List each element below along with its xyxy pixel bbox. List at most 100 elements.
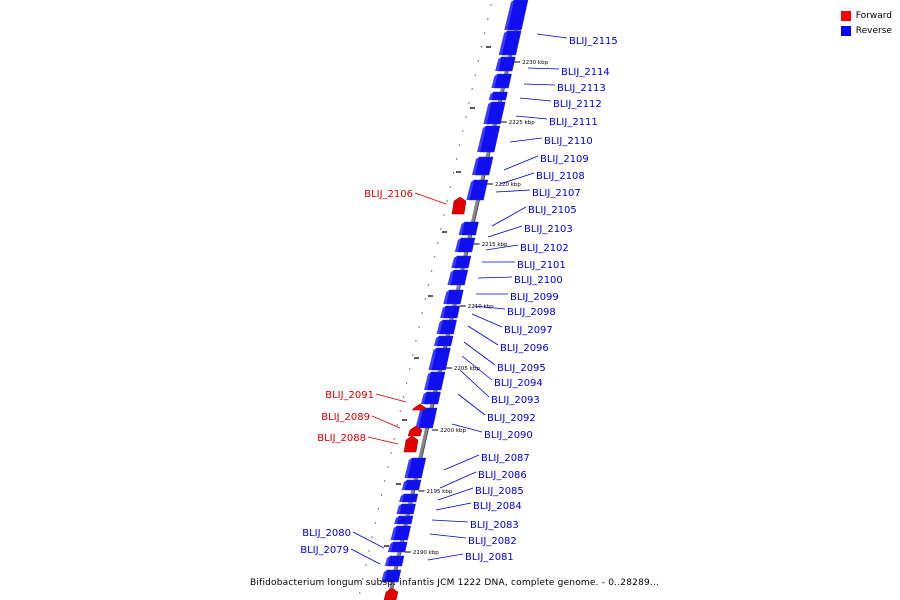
gene-label-leader xyxy=(523,83,556,86)
ruler-dot xyxy=(452,172,455,174)
reverse-gene-shade xyxy=(483,102,492,124)
reverse-gene-shade xyxy=(424,372,432,390)
gene-label-reverse: BLIJ_2113 xyxy=(557,83,606,94)
gene-labels: BLIJ_2115 BLIJ_2114 BLIJ_2113 BLIJ_2112 BLIJ… xyxy=(300,33,618,565)
gene-label-reverse: BLIJ_2095 xyxy=(497,363,546,374)
reverse-gene-shade xyxy=(447,270,454,285)
ruler-dot xyxy=(384,480,386,482)
reverse-gene-block xyxy=(390,541,408,553)
gene-label-leader xyxy=(459,369,490,398)
reverse-gene-shade xyxy=(433,336,440,346)
ruler-dot xyxy=(374,522,377,524)
reverse-gene-shade xyxy=(504,0,514,30)
reverse-gene-shade xyxy=(420,392,427,404)
legend-label-reverse: Reverse xyxy=(855,25,892,36)
ruler-dot xyxy=(443,214,445,216)
ruler-dot xyxy=(424,298,427,300)
reverse-gene-shade xyxy=(454,238,461,252)
ruler-dot xyxy=(462,130,464,132)
gene-label-leader xyxy=(457,393,486,416)
gene-label-reverse: BLIJ_2115 xyxy=(569,36,618,47)
scale-tick-label: 2215 kbp xyxy=(482,242,508,248)
gene-label-reverse: BLIJ_2114 xyxy=(561,67,610,78)
legend-label-forward: Forward xyxy=(855,10,892,21)
gene-label-leader xyxy=(414,192,447,205)
reverse-gene-shade xyxy=(415,408,424,428)
gene-label-reverse: BLIJ_2090 xyxy=(484,430,533,441)
ruler-dot xyxy=(421,312,423,314)
reverse-gene-shade xyxy=(428,348,437,370)
forward-gene-block xyxy=(383,587,399,600)
reverse-gene-block xyxy=(431,347,451,371)
reverse-gene-shade xyxy=(390,526,397,540)
reverse-gene-shade xyxy=(495,57,502,71)
gene-label-leader xyxy=(439,471,477,489)
gene-label-reverse: BLIJ_2110 xyxy=(544,136,593,147)
gene-label-leader xyxy=(443,454,480,471)
forward-gene-block xyxy=(411,403,427,411)
gene-label-reverse: BLIJ_2109 xyxy=(540,154,589,165)
gene-label-reverse: BLIJ_2081 xyxy=(465,552,514,563)
reverse-gene-shade xyxy=(384,556,391,566)
gene-label-leader xyxy=(515,115,548,120)
reverse-gene-block xyxy=(407,457,427,479)
reverse-gene-shade xyxy=(466,180,474,200)
reverse-gene-shade xyxy=(451,256,457,268)
ruler-dot xyxy=(409,368,411,370)
reverse-gene-shade xyxy=(404,458,412,478)
reverse-swatch-icon xyxy=(840,25,851,36)
gene-label-forward: BLIJ_2089 xyxy=(321,412,370,423)
gene-label-reverse: BLIJ_2096 xyxy=(500,343,549,354)
reverse-gene-block xyxy=(491,91,508,101)
ruler-dot xyxy=(440,228,442,230)
reverse-gene-block xyxy=(396,515,414,525)
gene-label-leader xyxy=(503,155,539,171)
legend-item-reverse: Reverse xyxy=(840,23,892,38)
gene-label-reverse: BLIJ_2107 xyxy=(532,188,581,199)
scale-tick-label: 2205 kbp xyxy=(454,366,480,372)
gene-label-forward: BLIJ_2088 xyxy=(317,433,366,444)
ruler-dots xyxy=(359,4,492,594)
reverse-gene-shade xyxy=(458,222,465,235)
ruler-dot xyxy=(415,340,417,342)
ruler-dot xyxy=(393,438,395,440)
reverse-gene-block xyxy=(418,407,438,429)
reverse-gene-block xyxy=(436,335,454,347)
gene-label-leader xyxy=(477,276,513,279)
ruler-dot xyxy=(465,116,467,118)
reverse-gene-shade xyxy=(381,570,387,582)
ruler-dot xyxy=(430,270,433,272)
legend: Forward Reverse xyxy=(840,8,892,38)
gene-label-reverse: BLIJ_2094 xyxy=(494,378,543,389)
ruler-dot xyxy=(487,18,489,20)
reverse-gene-block xyxy=(393,525,412,541)
reverse-gene-block xyxy=(423,391,441,405)
legend-item-forward: Forward xyxy=(840,8,892,23)
gene-label-leader xyxy=(375,393,407,403)
ruler-dot xyxy=(365,564,367,566)
scale-tick-label: 2195 kbp xyxy=(427,489,453,495)
gene-label-leader xyxy=(435,502,472,511)
ruler-dot xyxy=(427,284,430,286)
scale-tick-label: 2220 kbp xyxy=(495,182,521,188)
ruler-dot xyxy=(468,102,470,104)
ruler-dot xyxy=(402,396,405,398)
ruler-dot xyxy=(490,4,492,6)
reverse-gene-block xyxy=(474,156,494,176)
reverse-gene-shade xyxy=(440,306,446,318)
gene-label-reverse: BLIJ_2082 xyxy=(468,536,517,547)
gene-label-reverse: BLIJ_2111 xyxy=(549,117,598,128)
ruler-dot xyxy=(477,60,480,62)
ruler-dot xyxy=(359,592,361,594)
ruler-dot xyxy=(418,326,420,328)
reverse-gene-block xyxy=(439,319,457,335)
reverse-gene-shade xyxy=(396,504,402,514)
ruler-dot xyxy=(368,550,370,552)
gene-label-forward: BLIJ_2079 xyxy=(300,545,349,556)
gene-label-reverse: BLIJ_2083 xyxy=(470,520,519,531)
ruler-dot xyxy=(362,578,364,580)
reverse-gene-block xyxy=(442,305,461,319)
reverse-gene-block xyxy=(426,371,446,391)
